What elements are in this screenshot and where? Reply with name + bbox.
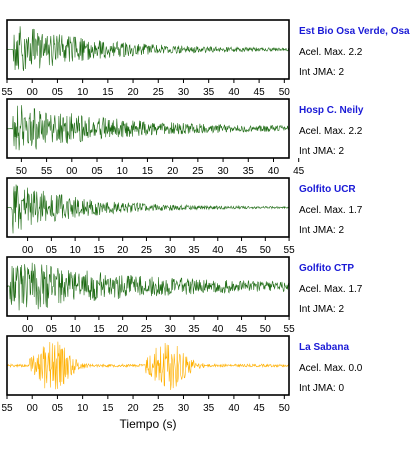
accel-max-label: Acel. Max. 2.2 [299,126,363,137]
x-tick-label: 40 [228,403,240,414]
jma-intensity-label: Int JMA: 2 [299,225,344,236]
jma-intensity-label: Int JMA: 0 [299,383,344,394]
x-tick-label: 10 [77,87,89,98]
x-tick-label: 05 [52,403,64,414]
station-name: Golfito CTP [299,263,354,274]
station-name: Golfito UCR [299,184,356,195]
jma-intensity-label: Int JMA: 2 [299,304,344,315]
x-tick-label: 45 [293,166,305,177]
x-tick-label: 55 [284,324,296,335]
waveform-trace [6,184,290,234]
x-tick-label: 40 [228,87,240,98]
station-name: La Sabana [299,342,349,353]
x-tick-label: 00 [22,245,34,256]
x-tick-label: 25 [192,166,204,177]
x-tick-label: 00 [27,87,39,98]
x-tick-label: 00 [22,324,34,335]
x-tick-label: 50 [260,324,272,335]
x-axis-label: Tiempo (s) [120,417,177,431]
waveform-trace [6,26,290,72]
x-tick-label: 20 [167,166,179,177]
x-tick-label: 05 [91,166,103,177]
x-tick-label: 35 [203,87,215,98]
x-tick-label: 55 [1,87,13,98]
x-tick-label: 10 [117,166,129,177]
station-name: Est Bio Osa Verde, Osa [299,26,410,37]
x-tick-label: 10 [70,324,82,335]
x-tick-label: 15 [102,403,114,414]
x-tick-label: 10 [77,403,89,414]
x-tick-label: 05 [46,324,58,335]
panel-1: 55 00 05 10 15 20 25 30 35 40 45 50 Est Bio Osa Verd… [1,19,410,98]
x-tick-label: 40 [212,324,224,335]
x-tick-label: 25 [153,87,165,98]
x-tick-label: 10 [70,245,82,256]
x-tick-label: 25 [141,245,153,256]
accel-max-label: Acel. Max. 1.7 [299,284,363,295]
panel-frame [6,335,290,396]
panel-frame [6,177,290,238]
x-tick-label: 15 [93,324,105,335]
x-tick-label: 20 [127,403,139,414]
accel-max-label: Acel. Max. 0.0 [299,363,363,374]
x-tick-label: 35 [188,324,200,335]
x-tick-label: 35 [188,245,200,256]
x-tick-label: 35 [243,166,255,177]
x-tick-label: 20 [127,87,139,98]
x-tick-label: 20 [117,245,129,256]
panel-frame [6,256,290,317]
x-tick-label: 30 [165,324,177,335]
panel-2: 50 55 00 05 10 15 20 25 30 35 40 45 Hosp C. Neily Ace… [6,98,364,177]
x-tick-label: 30 [218,166,230,177]
x-tick-label: 05 [46,245,58,256]
x-tick-label: 30 [178,403,190,414]
x-tick-label: 40 [212,245,224,256]
panels-group: 55 00 05 10 15 20 25 30 35 40 45 50 Est Bio Osa Verd… [1,19,410,414]
x-tick-label: 45 [236,324,248,335]
x-tick-label: 50 [260,245,272,256]
panel-5: 55 00 05 10 15 20 25 30 35 40 45 50 La Sabana Acel. M… [1,335,363,414]
waveform-trace [6,105,290,151]
x-tick-label: 55 [41,166,53,177]
jma-intensity-label: Int JMA: 2 [299,67,344,78]
x-tick-label: 55 [284,245,296,256]
x-tick-label: 55 [1,403,13,414]
accel-max-label: Acel. Max. 1.7 [299,205,363,216]
station-name: Hosp C. Neily [299,105,364,116]
panel-4: 00 05 10 15 20 25 30 35 40 45 50 55 Golfito CTP Acel.… [6,256,363,335]
waveform-trace [6,262,290,311]
jma-intensity-label: Int JMA: 2 [299,146,344,157]
x-tick-label: 25 [141,324,153,335]
x-tick-label: 15 [142,166,154,177]
x-tick-label: 20 [117,324,129,335]
x-tick-label: 35 [203,403,215,414]
x-tick-label: 50 [279,403,291,414]
x-tick-label: 30 [178,87,190,98]
x-tick-label: 40 [268,166,280,177]
x-tick-label: 50 [16,166,28,177]
x-tick-label: 15 [102,87,114,98]
x-tick-label: 00 [27,403,39,414]
panel-frame [6,98,290,159]
waveform-trace [6,341,290,390]
x-tick-label: 05 [52,87,64,98]
x-tick-label: 45 [254,87,266,98]
x-tick-label: 25 [153,403,165,414]
x-tick-label: 45 [254,403,266,414]
panel-3: 00 05 10 15 20 25 30 35 40 45 50 55 Golfito UCR Acel.… [6,177,363,256]
x-tick-label: 50 [279,87,291,98]
x-tick-label: 45 [236,245,248,256]
panel-frame [6,19,290,80]
x-tick-label: 00 [66,166,78,177]
x-tick-label: 15 [93,245,105,256]
accel-max-label: Acel. Max. 2.2 [299,47,363,58]
x-tick-label: 30 [165,245,177,256]
